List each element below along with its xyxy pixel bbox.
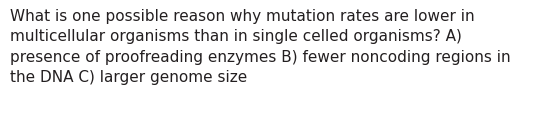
Text: What is one possible reason why mutation rates are lower in
multicellular organi: What is one possible reason why mutation…	[10, 9, 511, 85]
